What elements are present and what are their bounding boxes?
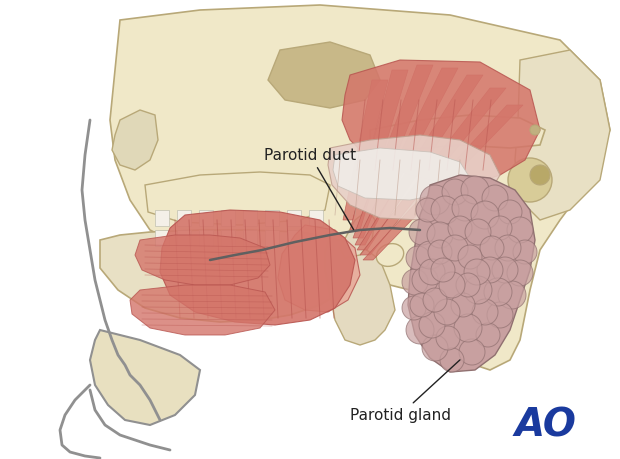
Circle shape [464, 276, 492, 304]
Circle shape [410, 293, 434, 317]
Circle shape [498, 200, 522, 224]
Polygon shape [221, 210, 235, 226]
Polygon shape [333, 148, 470, 200]
Polygon shape [177, 210, 191, 226]
Circle shape [480, 236, 504, 260]
Circle shape [406, 246, 430, 270]
Circle shape [427, 222, 453, 248]
Polygon shape [199, 230, 213, 246]
Circle shape [420, 185, 450, 215]
Circle shape [484, 278, 512, 306]
Circle shape [530, 165, 550, 185]
Polygon shape [325, 238, 395, 345]
Circle shape [507, 260, 533, 286]
Polygon shape [221, 230, 235, 246]
Polygon shape [110, 5, 610, 370]
Ellipse shape [376, 244, 404, 266]
Circle shape [442, 179, 468, 205]
Polygon shape [130, 285, 275, 335]
Circle shape [461, 176, 489, 204]
Polygon shape [177, 230, 191, 246]
Text: Parotid gland: Parotid gland [350, 360, 460, 422]
Polygon shape [90, 330, 200, 425]
Polygon shape [243, 230, 257, 246]
Circle shape [434, 299, 460, 325]
Circle shape [476, 323, 500, 347]
Circle shape [419, 312, 445, 338]
Circle shape [416, 198, 440, 222]
Circle shape [508, 158, 552, 202]
Circle shape [472, 299, 498, 325]
Text: Parotid duct: Parotid duct [264, 147, 356, 230]
Polygon shape [287, 230, 301, 246]
Circle shape [488, 216, 512, 240]
Text: AO: AO [514, 406, 576, 444]
Circle shape [451, 293, 475, 317]
Circle shape [492, 257, 518, 283]
Polygon shape [155, 230, 169, 246]
Polygon shape [199, 210, 213, 226]
Circle shape [498, 281, 526, 309]
Circle shape [464, 259, 490, 285]
Polygon shape [340, 210, 375, 258]
Polygon shape [287, 210, 301, 226]
Circle shape [431, 258, 455, 282]
Circle shape [423, 288, 447, 312]
Polygon shape [160, 210, 355, 325]
Polygon shape [278, 225, 360, 312]
Circle shape [452, 195, 478, 221]
Polygon shape [135, 235, 270, 285]
Circle shape [495, 235, 521, 261]
Polygon shape [515, 50, 610, 220]
Circle shape [436, 326, 460, 350]
Polygon shape [328, 135, 500, 220]
Polygon shape [370, 115, 545, 150]
Polygon shape [357, 75, 483, 250]
Polygon shape [100, 230, 355, 322]
Circle shape [406, 316, 434, 344]
Polygon shape [343, 80, 388, 220]
Circle shape [459, 339, 485, 365]
Polygon shape [309, 210, 323, 226]
Circle shape [402, 296, 426, 320]
Polygon shape [155, 210, 169, 226]
Circle shape [487, 302, 513, 328]
Circle shape [530, 125, 540, 135]
Circle shape [513, 240, 537, 264]
Polygon shape [350, 70, 408, 230]
Circle shape [428, 240, 452, 264]
Circle shape [422, 335, 448, 361]
Polygon shape [243, 210, 257, 226]
Polygon shape [360, 88, 506, 255]
Circle shape [402, 269, 428, 295]
Polygon shape [363, 105, 523, 260]
Circle shape [419, 259, 445, 285]
Polygon shape [353, 65, 433, 238]
Polygon shape [112, 110, 158, 170]
Polygon shape [265, 210, 279, 226]
Polygon shape [408, 175, 535, 372]
Circle shape [448, 216, 472, 240]
Circle shape [477, 257, 503, 283]
Polygon shape [342, 60, 540, 185]
Circle shape [465, 219, 491, 245]
Polygon shape [355, 68, 458, 245]
Circle shape [439, 272, 465, 298]
Circle shape [507, 217, 533, 243]
Circle shape [458, 245, 482, 269]
Circle shape [442, 235, 468, 261]
Circle shape [454, 314, 482, 342]
Circle shape [416, 241, 444, 269]
Circle shape [412, 267, 438, 293]
Circle shape [456, 273, 480, 297]
Circle shape [431, 196, 459, 224]
Polygon shape [145, 172, 330, 225]
Polygon shape [268, 42, 380, 108]
Circle shape [440, 348, 464, 372]
Circle shape [409, 219, 435, 245]
Circle shape [471, 201, 499, 229]
Polygon shape [265, 230, 279, 246]
Circle shape [482, 185, 508, 211]
